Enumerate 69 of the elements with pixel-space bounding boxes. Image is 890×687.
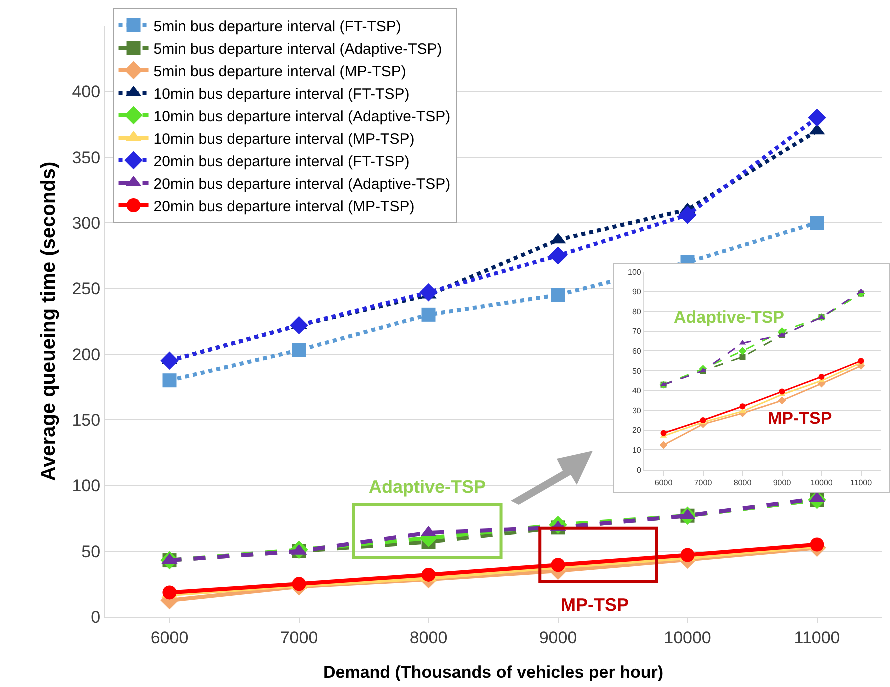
y-tick-label: 80 [632, 307, 642, 316]
y-tick-label: 100 [628, 268, 642, 277]
point [420, 284, 438, 302]
x-tick-label: 11000 [850, 478, 873, 488]
point [680, 548, 695, 562]
x-tick-label: 6000 [150, 628, 189, 648]
y-tick-label: 40 [632, 386, 642, 396]
x-tick-label: 8000 [410, 628, 448, 648]
y-tick-label: 250 [72, 280, 101, 299]
legend-label: 20min bus departure interval (MP-TSP) [154, 198, 415, 216]
point [740, 404, 746, 410]
point [808, 108, 826, 128]
legend-label: 20min bus departure interval (Adaptive-TSP) [154, 176, 451, 193]
x-tick-label: 7000 [280, 628, 318, 648]
y-tick-label: 60 [632, 347, 642, 356]
point [162, 374, 177, 388]
point [660, 441, 668, 450]
y-tick-label: 30 [632, 406, 642, 416]
legend-label: 5min bus departure interval (Adaptive-TSP) [154, 40, 442, 58]
annotation: MP-TSP [561, 595, 630, 615]
y-tick-label: 0 [91, 608, 101, 627]
point [292, 577, 306, 592]
y-tick-label: 10 [632, 446, 642, 455]
legend-label: 20min bus departure interval (FT-TSP) [154, 153, 410, 170]
x-tick-label: 6000 [654, 478, 674, 488]
annotation: Adaptive-TSP [369, 477, 486, 497]
legend-label: 10min bus departure interval (FT-TSP) [154, 86, 410, 103]
legend-label: 5min bus departure interval (FT-TSP) [154, 18, 402, 36]
point [810, 216, 824, 230]
x-axis-title: Demand (Thousands of vehicles per hour) [323, 663, 664, 682]
y-tick-label: 400 [72, 82, 101, 102]
y-tick-label: 100 [72, 476, 101, 496]
y-tick-label: 50 [82, 542, 101, 562]
annotation: MP-TSP [768, 409, 832, 428]
point [818, 374, 825, 380]
point [549, 246, 568, 265]
y-tick-label: 50 [632, 366, 642, 376]
x-tick-label: 8000 [734, 478, 752, 488]
y-tick-label: 20 [632, 426, 642, 436]
y-tick-label: 70 [632, 327, 642, 336]
y-tick-label: 90 [632, 288, 642, 297]
point [290, 316, 308, 335]
y-tick-label: 350 [72, 148, 101, 168]
y-tick-label: 300 [72, 214, 101, 233]
x-tick-label: 10000 [664, 628, 712, 648]
x-tick-label: 9000 [539, 628, 578, 648]
y-axis-title: Average queueing time (seconds) [38, 162, 60, 482]
point [551, 288, 566, 302]
point [779, 388, 786, 395]
point [778, 396, 786, 405]
point [660, 430, 667, 436]
x-tick-label: 10000 [810, 478, 834, 488]
point [422, 308, 436, 322]
legend-label: 10min bus departure interval (MP-TSP) [154, 130, 415, 148]
point [738, 347, 747, 356]
y-tick-label: 150 [72, 410, 101, 430]
x-tick-label: 7000 [694, 478, 713, 488]
point [292, 343, 306, 358]
annotation: Adaptive-TSP [674, 308, 785, 327]
y-tick-label: 0 [636, 466, 642, 475]
legend-label: 10min bus departure interval (Adaptive-TSP) [154, 108, 451, 126]
point [740, 354, 746, 360]
x-tick-label: 9000 [773, 478, 792, 488]
legend-label: 5min bus departure interval (MP-TSP) [154, 63, 406, 80]
x-tick-label: 11000 [794, 628, 840, 648]
y-tick-label: 200 [72, 345, 101, 364]
point [422, 568, 436, 582]
point [678, 206, 697, 224]
point [160, 352, 179, 370]
